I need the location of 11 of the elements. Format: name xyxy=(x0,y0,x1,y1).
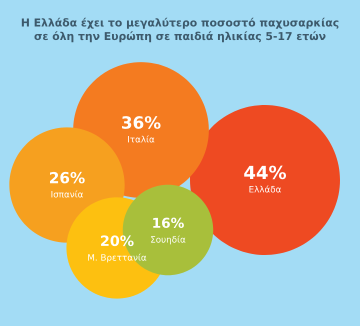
category-label: Μ. Βρεττανία xyxy=(88,254,146,262)
data-label: 20% xyxy=(101,235,134,246)
category-label: Σουηδία xyxy=(151,236,186,244)
category-label: Ελλάδα xyxy=(249,185,281,193)
data-label: 44% xyxy=(244,166,286,180)
data-label: 26% xyxy=(50,172,85,184)
category-label: Ισπανία xyxy=(51,190,83,198)
category-label: Ιταλία xyxy=(128,135,154,143)
data-label: 36% xyxy=(122,116,161,129)
text: Η Ελλάδα έχει το μεγαλύτερο ποσοστό παχυσαρκίας σε όλη την Ευρώπη σε παιδιά ηλικίας 5-17 ετών xyxy=(22,18,338,42)
data-label: 16% xyxy=(153,218,184,228)
